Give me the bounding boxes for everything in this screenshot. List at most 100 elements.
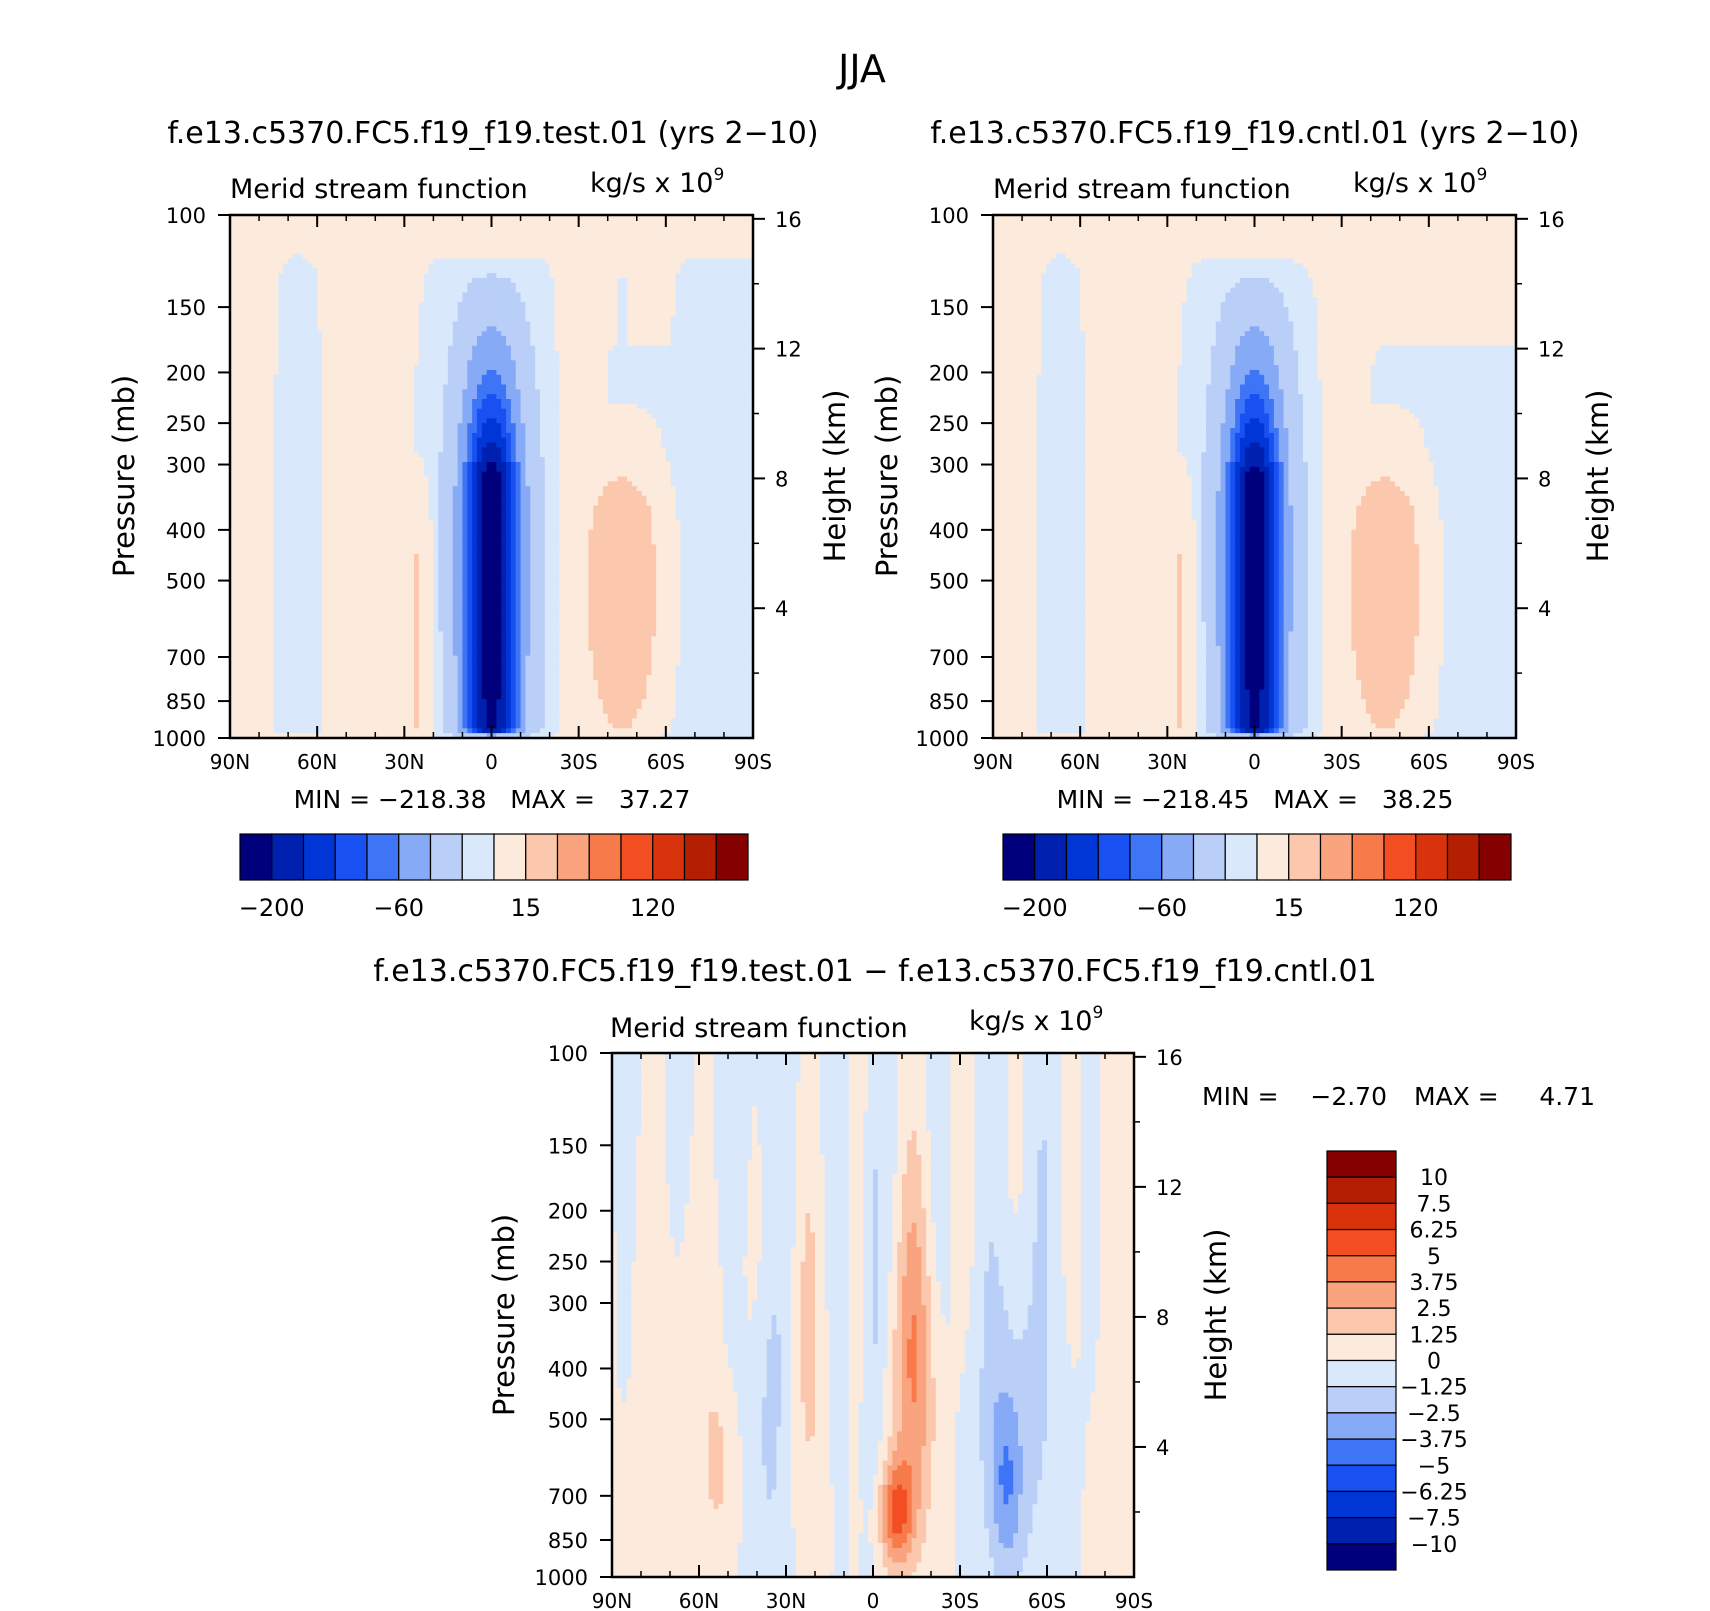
colorbar-box <box>1326 1281 1397 1309</box>
panel-test-contour-field <box>230 215 753 738</box>
colorbar-box <box>1192 833 1226 881</box>
panel-cntl-colorbar: −200 −60 15 120 <box>1002 833 1512 922</box>
y-tick-label: 850 <box>929 690 969 714</box>
colorbar-box <box>1319 833 1353 881</box>
panel-test-ylabel-right: Height (km) <box>818 390 852 563</box>
colorbar-box <box>715 833 749 881</box>
colorbar-box <box>1224 833 1258 881</box>
y-tick-label: 100 <box>929 204 969 228</box>
x-tick-label: 30N <box>384 750 424 774</box>
panel-diff-max-value: 4.71 <box>1539 1082 1595 1111</box>
y-tick-label: 700 <box>166 646 206 670</box>
panel-diff-ylabel-right: Height (km) <box>1199 1229 1233 1402</box>
y-right-tick-label: 4 <box>1156 1436 1169 1460</box>
panel-test: f.e13.c5370.FC5.f19_f19.test.01 (yrs 2−1… <box>107 116 852 922</box>
colorbar-box <box>1351 833 1385 881</box>
panel-diff-axes: 90N 60N 30N 0 30S 60S 90S 100 150 200 250 300 400 500… <box>535 1042 1183 1611</box>
colorbar-box <box>1446 833 1480 881</box>
x-tick-label: 60S <box>647 750 685 774</box>
colorbar-label: 3.75 <box>1410 1271 1459 1296</box>
colorbar-box <box>1326 1490 1397 1519</box>
colorbar-label: 7.5 <box>1417 1192 1452 1217</box>
panel-diff-contour-field <box>612 1053 1134 1577</box>
y-tick-label: 500 <box>548 1408 588 1432</box>
panel-diff-units: kg/s x 109 <box>969 1003 1103 1037</box>
y-tick-label: 400 <box>166 519 206 543</box>
y-tick-label: 300 <box>548 1292 588 1316</box>
colorbar-label: −2.5 <box>1407 1402 1460 1427</box>
panel-test-axes: 90N 60N 30N 0 30S 60S 90S 100 150 200 250 300 400 500… <box>153 204 802 774</box>
y-right-tick-label: 16 <box>775 208 802 232</box>
colorbar-label: 15 <box>1273 894 1304 922</box>
y-tick-label: 100 <box>548 1042 588 1066</box>
x-tick-label: 90N <box>210 750 250 774</box>
colorbar-box <box>1478 833 1512 881</box>
x-tick-label: 90S <box>734 750 772 774</box>
panel-cntl-title: f.e13.c5370.FC5.f19_f19.cntl.01 (yrs 2−1… <box>930 116 1579 151</box>
y-tick-label: 150 <box>166 296 206 320</box>
colorbar-box <box>1326 1176 1397 1204</box>
colorbar-box <box>1326 1228 1397 1257</box>
y-tick-label: 400 <box>929 519 969 543</box>
colorbar-label: 6.25 <box>1410 1219 1459 1244</box>
colorbar-box <box>1326 1150 1397 1178</box>
colorbar-label: −3.75 <box>1400 1428 1467 1453</box>
y-tick-label: 300 <box>166 454 206 478</box>
y-right-tick-label: 16 <box>1538 208 1565 232</box>
panel-diff-variable: Merid stream function <box>610 1013 908 1044</box>
colorbar-box <box>302 833 336 881</box>
y-tick-label: 200 <box>929 361 969 385</box>
y-tick-label: 1000 <box>916 727 969 751</box>
x-tick-label: 90N <box>973 750 1013 774</box>
y-tick-label: 200 <box>548 1200 588 1224</box>
colorbar-label: 120 <box>1393 894 1439 922</box>
panel-test-title: f.e13.c5370.FC5.f19_f19.test.01 (yrs 2−1… <box>167 116 818 151</box>
panel-test-units: kg/s x 109 <box>590 165 724 199</box>
x-tick-label: 30S <box>941 1589 979 1611</box>
y-tick-label: 500 <box>929 570 969 594</box>
panel-diff-colorbar: 107.56.2553.752.51.250−1.25−2.5−3.75−5−6… <box>1326 1150 1468 1571</box>
panel-cntl-axes: 90N 60N 30N 0 30S 60S 90S 100 150 200 250 300 400 500… <box>916 204 1565 774</box>
y-tick-label: 500 <box>166 570 206 594</box>
y-tick-label: 1000 <box>153 727 206 751</box>
colorbar-label: −5 <box>1418 1454 1450 1479</box>
figure-title: JJA <box>836 47 886 91</box>
panel-cntl-units: kg/s x 109 <box>1353 165 1487 199</box>
colorbar-box <box>1129 833 1163 881</box>
colorbar-box <box>683 833 717 881</box>
y-tick-label: 850 <box>548 1529 588 1553</box>
colorbar-box <box>1383 833 1417 881</box>
colorbar-label: −10 <box>1411 1533 1457 1558</box>
colorbar-box <box>1256 833 1290 881</box>
colorbar-box <box>1326 1255 1397 1283</box>
colorbar-box <box>1326 1359 1397 1388</box>
colorbar-box <box>525 833 559 881</box>
x-tick-label: 60N <box>1060 750 1100 774</box>
panel-test-variable: Merid stream function <box>230 174 528 205</box>
x-tick-label: 60S <box>1410 750 1448 774</box>
colorbar-box <box>1326 1307 1397 1335</box>
panel-test-ylabel: Pressure (mb) <box>107 375 141 577</box>
y-right-tick-label: 8 <box>775 467 788 491</box>
y-right-tick-label: 16 <box>1156 1046 1183 1070</box>
colorbar-box <box>1326 1333 1397 1362</box>
panel-diff-title: f.e13.c5370.FC5.f19_f19.test.01 − f.e13.… <box>373 954 1376 989</box>
colorbar-box <box>1097 833 1131 881</box>
panel-diff-ylabel: Pressure (mb) <box>487 1214 521 1416</box>
colorbar-box <box>1326 1517 1397 1545</box>
colorbar-box <box>1034 833 1068 881</box>
y-tick-label: 150 <box>548 1134 588 1158</box>
colorbar-box <box>1002 833 1036 881</box>
colorbar-box <box>1161 833 1195 881</box>
panel-test-colorbar: −200 −60 15 120 <box>239 833 749 922</box>
colorbar-label: −200 <box>1002 894 1068 922</box>
colorbar-label: 120 <box>630 894 676 922</box>
panel-test-minmax: MIN = −218.38 MAX = 37.27 <box>294 785 691 814</box>
x-tick-label: 90S <box>1115 1589 1153 1611</box>
panel-diff-min-value: −2.70 <box>1310 1082 1387 1111</box>
y-right-tick-label: 4 <box>1538 597 1551 621</box>
colorbar-label: −1.25 <box>1400 1376 1467 1401</box>
panel-diff-max-label: MAX = <box>1414 1082 1499 1111</box>
colorbar-box <box>588 833 622 881</box>
